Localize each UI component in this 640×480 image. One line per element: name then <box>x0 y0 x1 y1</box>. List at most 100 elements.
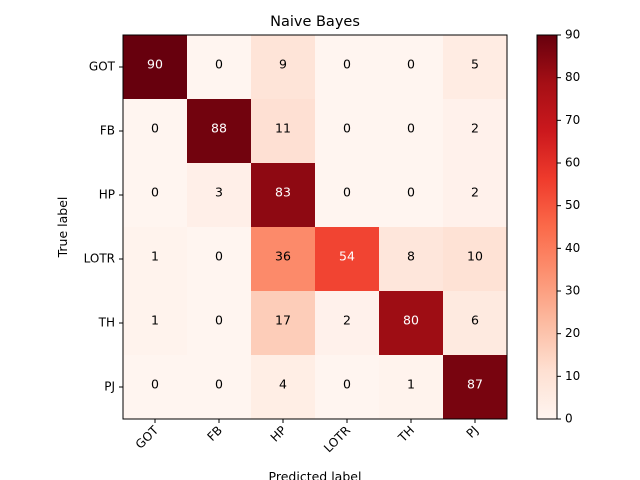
heatmap-cell <box>251 163 316 228</box>
y-tick-label: PJ <box>104 380 115 394</box>
cell-value-label: 0 <box>215 377 223 392</box>
y-axis-label: True label <box>55 197 70 259</box>
x-axis-label: Predicted label <box>269 469 362 480</box>
heatmap-cell <box>443 99 508 164</box>
y-tick-label: LOTR <box>84 252 115 266</box>
heatmap-cell <box>123 291 188 356</box>
heatmap-cell <box>187 99 252 164</box>
heatmap-cell <box>251 35 316 100</box>
cell-value-label: 0 <box>215 57 223 72</box>
heatmap-cell <box>187 355 252 420</box>
heatmap-cell-labels: 90 0 9 0 0 50 88 11 0 0 20 3 83 0 0 21 0 36 54 8 101 0 17 2 80 60… <box>147 57 483 392</box>
heatmap-cell <box>379 355 444 420</box>
plot-frame <box>122 34 508 420</box>
cell-value-label: 83 <box>275 185 291 200</box>
heatmap-cell <box>187 35 252 100</box>
cell-value-label: 0 <box>343 57 351 72</box>
colorbar: 0 10 20 30 40 50 60 70 80 90 <box>536 28 580 426</box>
x-tick-label: HP <box>268 423 289 444</box>
colorbar-tick-label: 70 <box>565 113 580 127</box>
cell-value-label: 10 <box>467 249 483 264</box>
cell-value-label: 1 <box>151 249 159 264</box>
cell-value-label: 0 <box>407 121 415 136</box>
y-tick-label: FB <box>100 124 115 138</box>
heatmap-cell <box>251 99 316 164</box>
colorbar-tick-label: 80 <box>565 70 580 84</box>
heatmap-cell <box>315 99 380 164</box>
heatmap-cell <box>251 355 316 420</box>
colorbar-tick-label: 40 <box>565 241 580 255</box>
y-tick-label: HP <box>99 188 115 202</box>
cell-value-label: 0 <box>151 121 159 136</box>
heatmap-cells <box>123 35 508 420</box>
cell-value-label: 5 <box>471 57 479 72</box>
heatmap-cell <box>251 291 316 356</box>
colorbar-tick-label: 50 <box>565 198 580 212</box>
cell-value-label: 0 <box>151 185 159 200</box>
y-tick-label: TH <box>98 316 115 330</box>
cell-value-label: 8 <box>407 249 415 264</box>
cell-value-label: 0 <box>151 377 159 392</box>
cell-value-label: 36 <box>275 249 291 264</box>
heatmap-cell <box>123 355 188 420</box>
colorbar-tick-label: 20 <box>565 326 580 340</box>
heatmap-cell <box>315 355 380 420</box>
chart-title: Naive Bayes <box>270 14 360 30</box>
cell-value-label: 4 <box>279 377 287 392</box>
colorbar-tick-label: 90 <box>565 28 580 42</box>
cell-value-label: 2 <box>471 185 479 200</box>
heatmap-cell <box>379 227 444 292</box>
cell-value-label: 0 <box>215 313 223 328</box>
heatmap-cell <box>315 291 380 356</box>
heatmap-cell <box>443 355 508 420</box>
cell-value-label: 0 <box>343 377 351 392</box>
colorbar-gradient <box>536 34 558 420</box>
heatmap-cell <box>379 99 444 164</box>
x-tick-label: TH <box>395 423 417 445</box>
cell-value-label: 80 <box>403 313 419 328</box>
y-tick-label: GOT <box>89 60 116 74</box>
heatmap-cell <box>443 227 508 292</box>
heatmap-cell <box>443 35 508 100</box>
cell-value-label: 0 <box>343 121 351 136</box>
cell-value-label: 88 <box>211 121 227 136</box>
colorbar-tick-label: 10 <box>565 369 580 383</box>
cell-value-label: 1 <box>407 377 415 392</box>
heatmap-cell <box>379 291 444 356</box>
cell-value-label: 87 <box>467 377 483 392</box>
cell-value-label: 9 <box>279 57 287 72</box>
colorbar-tick-label: 0 <box>565 412 573 426</box>
heatmap-cell <box>187 163 252 228</box>
heatmap-cell <box>251 227 316 292</box>
heatmap-cell <box>187 227 252 292</box>
cell-value-label: 11 <box>275 121 291 136</box>
colorbar-tick-label: 60 <box>565 156 580 170</box>
cell-value-label: 2 <box>471 121 479 136</box>
x-tick-label: FB <box>205 423 226 444</box>
heatmap-cell <box>443 163 508 228</box>
cell-value-label: 6 <box>471 313 479 328</box>
cell-value-label: 1 <box>151 313 159 328</box>
colorbar-tick-label: 30 <box>565 284 580 298</box>
heatmap-cell <box>123 99 188 164</box>
cell-value-label: 2 <box>343 313 351 328</box>
heatmap-cell <box>123 227 188 292</box>
colorbar-ticks: 0 10 20 30 40 50 60 70 80 90 <box>557 28 580 426</box>
heatmap-cell <box>315 163 380 228</box>
heatmap-cell <box>123 35 188 100</box>
cell-value-label: 17 <box>275 313 291 328</box>
cell-value-label: 0 <box>215 249 223 264</box>
x-tick-label: GOT <box>133 423 162 452</box>
heatmap-cell <box>379 163 444 228</box>
cell-value-label: 0 <box>343 185 351 200</box>
cell-value-label: 0 <box>407 57 415 72</box>
heatmap-cell <box>315 35 380 100</box>
cell-value-label: 3 <box>215 185 223 200</box>
heatmap-cell <box>443 291 508 356</box>
x-tick-label: LOTR <box>321 423 353 455</box>
cell-value-label: 54 <box>339 249 355 264</box>
heatmap-cell <box>315 227 380 292</box>
heatmap-cell <box>379 35 444 100</box>
y-axis: GOT FB HP LOTR TH PJ <box>84 60 123 394</box>
